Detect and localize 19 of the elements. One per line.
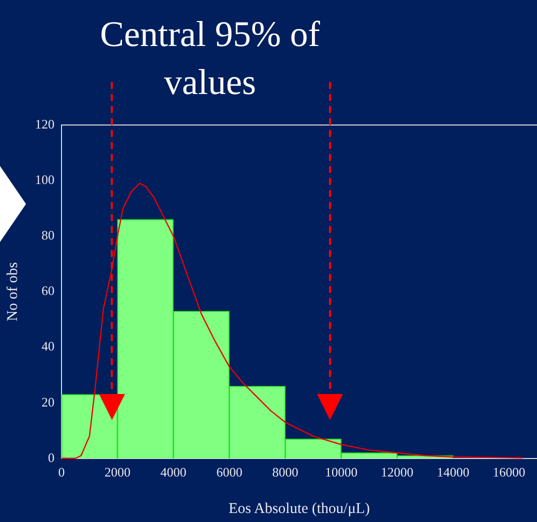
x-tick-label: 6000	[216, 464, 242, 480]
chart-title: Central 95% of values	[99, 13, 321, 104]
x-tick-label: 12000	[380, 464, 414, 480]
y-axis-title: No of obs	[4, 262, 21, 322]
x-tick-label: 2000	[104, 464, 130, 480]
x-tick-label: 10000	[324, 464, 358, 480]
x-tick-label: 14000	[436, 464, 470, 480]
y-tick-label: 80	[42, 228, 54, 243]
y-tick-label: 40	[42, 338, 54, 354]
x-tick-label: 4000	[160, 464, 186, 480]
y-tick-label: 100	[35, 172, 54, 187]
x-tick-label: 0	[58, 464, 65, 480]
y-tick-label: 20	[42, 394, 54, 410]
y-tick-label: 0	[48, 450, 54, 465]
y-tick-label: 120	[35, 116, 54, 132]
x-tick-label: 16000	[492, 464, 526, 480]
x-tick-label: 8000	[272, 464, 298, 480]
y-tick-label: 60	[42, 283, 54, 298]
x-axis-title: Eos Absolute (thou/μL)	[228, 500, 370, 517]
